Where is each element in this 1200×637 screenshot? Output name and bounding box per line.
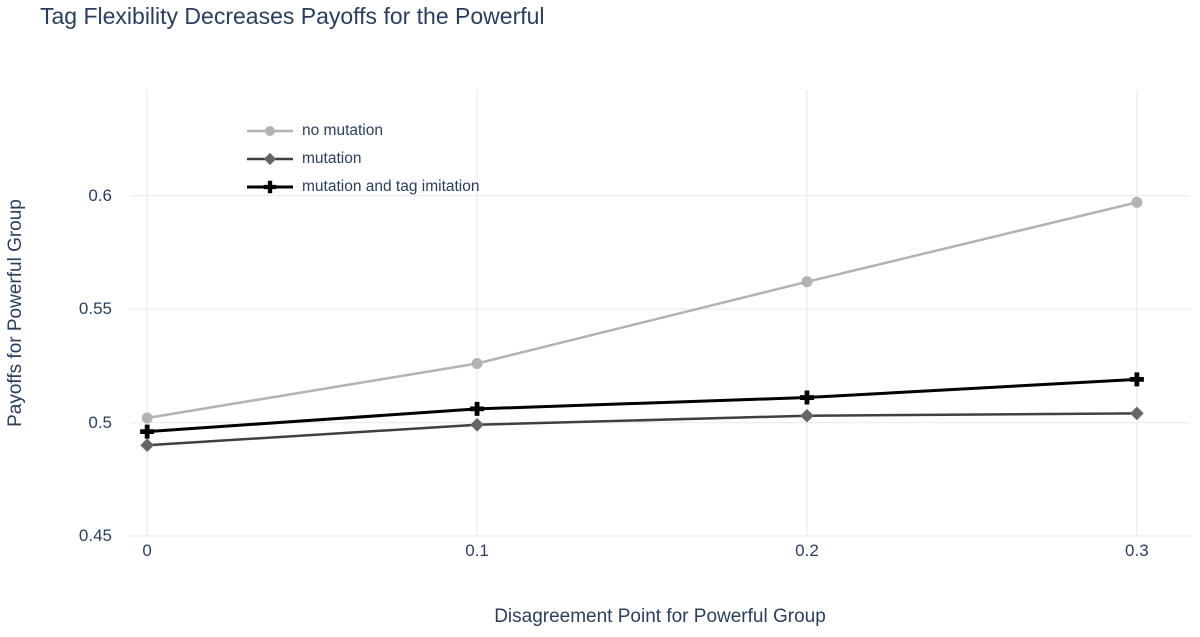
data-point-plus — [1129, 372, 1144, 387]
x-tick-label: 0.2 — [795, 541, 819, 560]
circle-marker-icon — [247, 126, 293, 136]
x-tick-label: 0.1 — [465, 541, 489, 560]
y-tick-label: 0.45 — [78, 526, 112, 545]
legend-item-no-mutation[interactable]: no mutation — [246, 117, 480, 145]
data-point-circle — [801, 276, 813, 288]
data-point-diamond — [263, 152, 277, 166]
data-point-circle — [1131, 196, 1143, 208]
x-axis-title: Disagreement Point for Powerful Group — [494, 606, 826, 627]
legend-label: mutation and tag imitation — [302, 178, 480, 195]
data-point-diamond — [140, 438, 154, 453]
data-point-plus — [470, 401, 485, 416]
data-point-diamond — [470, 417, 484, 432]
x-tick-label: 0.3 — [1125, 541, 1149, 560]
y-tick-label: 0.55 — [78, 299, 112, 319]
legend-label: mutation — [302, 150, 362, 167]
legend-label: no mutation — [302, 122, 383, 139]
diamond-marker-icon — [247, 152, 293, 166]
series-line-mutation — [147, 412, 1137, 447]
data-point-circle — [265, 126, 275, 136]
legend: no mutation mutation mutation and tag imit… — [246, 117, 480, 201]
legend-item-mutation-and-tag-imitation[interactable]: mutation and tag imitation — [246, 173, 480, 201]
data-point-plus — [263, 180, 277, 194]
chart-title: Tag Flexibility Decreases Payoffs for th… — [40, 3, 545, 29]
data-point-circle — [141, 412, 153, 424]
series-line-mutation-and-tag-imitation — [147, 377, 1137, 434]
y-tick-label: 0.6 — [88, 185, 112, 205]
series-line-no-mutation — [146, 201, 1138, 420]
data-point-diamond — [1130, 406, 1144, 421]
data-point-diamond — [800, 408, 814, 423]
y-tick-label: 0.5 — [88, 412, 112, 432]
legend-item-mutation[interactable]: mutation — [246, 145, 480, 173]
data-point-circle — [471, 358, 483, 370]
x-tick-label: 0 — [142, 541, 152, 560]
data-point-plus — [140, 424, 155, 439]
data-point-plus — [799, 390, 814, 405]
plus-marker-icon — [247, 180, 293, 194]
